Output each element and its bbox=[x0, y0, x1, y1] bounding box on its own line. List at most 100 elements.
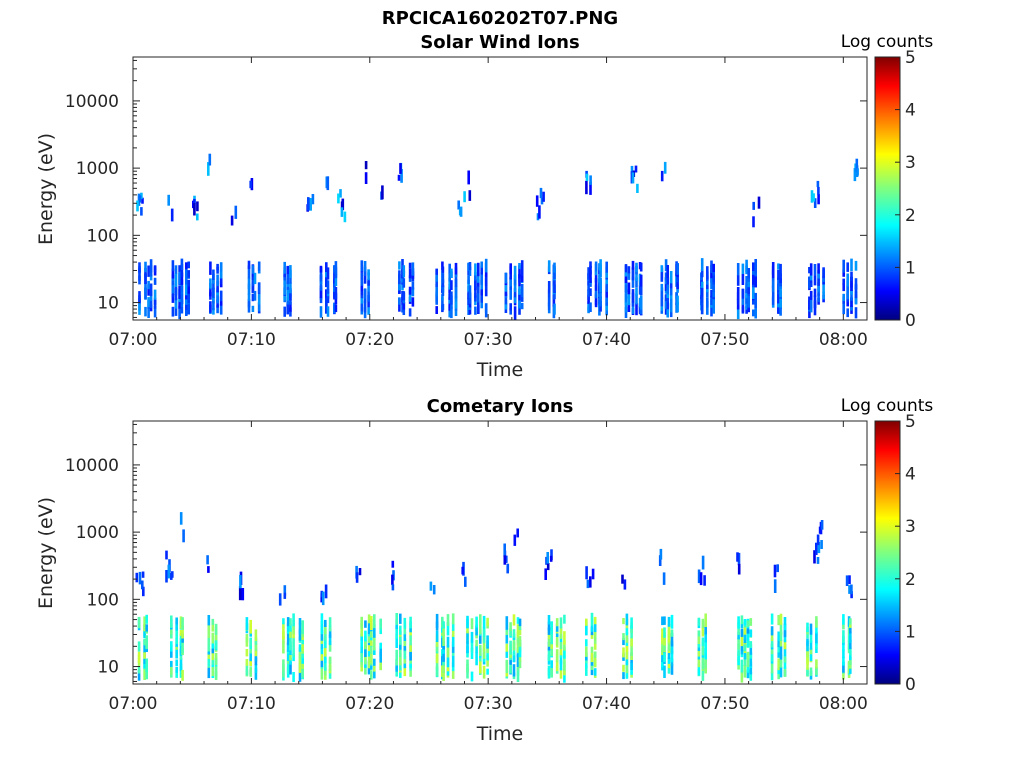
spectrogram-cell bbox=[813, 301, 817, 316]
spectrogram-cell bbox=[740, 622, 744, 629]
solar-wind-x-ticks: 07:00 07:10 07:20 07:30 07:40 07:50 08:00 bbox=[109, 57, 868, 350]
solar-wind-spectrogram bbox=[136, 153, 859, 320]
spectrogram-cell bbox=[187, 291, 190, 304]
spectrogram-cell bbox=[697, 569, 701, 584]
spectrogram-cell bbox=[625, 645, 629, 660]
spectrogram-cell bbox=[779, 622, 783, 636]
spectrogram-cell bbox=[149, 274, 153, 281]
spectrogram-cell bbox=[712, 263, 715, 272]
spectrogram-cell bbox=[251, 265, 255, 274]
spectrogram-cell bbox=[399, 631, 402, 645]
spectrogram-cell bbox=[216, 304, 219, 314]
spectrogram-cell bbox=[555, 624, 559, 632]
spectrogram-cell bbox=[736, 552, 739, 562]
spectrogram-cell bbox=[816, 534, 820, 546]
spectrogram-cell bbox=[777, 269, 780, 280]
spectrogram-cell bbox=[816, 180, 820, 188]
spectrogram-cell bbox=[547, 281, 551, 294]
spectrogram-cell bbox=[451, 629, 455, 637]
spectrogram-cell bbox=[185, 262, 188, 270]
spectrogram-cell bbox=[165, 570, 168, 583]
spectrogram-cell bbox=[547, 627, 551, 635]
spectrogram-cell bbox=[187, 261, 190, 269]
spectrogram-cell bbox=[253, 290, 257, 301]
spectrogram-cell bbox=[661, 640, 664, 653]
spectrogram-cell bbox=[289, 632, 292, 647]
spectrogram-cell bbox=[408, 262, 412, 269]
spectrogram-cell bbox=[667, 623, 671, 638]
spectrogram-cell bbox=[364, 620, 367, 628]
spectrogram-cell bbox=[320, 613, 324, 624]
spectrogram-cell bbox=[700, 301, 704, 314]
spectrogram-cell bbox=[149, 283, 153, 297]
spectrogram-cell bbox=[409, 616, 412, 629]
spectrogram-cell bbox=[624, 272, 628, 283]
spectrogram-cell bbox=[546, 552, 549, 564]
spectrogram-cell bbox=[283, 261, 286, 274]
spectrogram-cell bbox=[752, 201, 755, 210]
x-tick-label: 07:10 bbox=[227, 694, 276, 714]
spectrogram-cell bbox=[367, 633, 371, 643]
spectrogram-cell bbox=[520, 270, 524, 283]
spectrogram-cell bbox=[555, 635, 559, 646]
spectrogram-cell bbox=[435, 649, 439, 664]
spectrogram-cell bbox=[809, 623, 813, 635]
spectrogram-cell bbox=[441, 294, 444, 301]
spectrogram-cell bbox=[282, 618, 285, 625]
spectrogram-cell bbox=[667, 639, 671, 651]
spectrogram-cell bbox=[289, 654, 292, 661]
spectrogram-cell bbox=[175, 631, 178, 645]
spectrogram-cell bbox=[450, 280, 453, 291]
spectrogram-cell bbox=[432, 585, 436, 595]
spectrogram-cell bbox=[634, 165, 638, 173]
spectrogram-cell bbox=[466, 659, 469, 673]
spectrogram-cell bbox=[289, 618, 292, 626]
spectrogram-cell bbox=[178, 300, 181, 309]
spectrogram-cell bbox=[669, 282, 673, 296]
spectrogram-cell bbox=[398, 297, 401, 305]
spectrogram-cell bbox=[211, 639, 215, 649]
spectrogram-cell bbox=[442, 621, 445, 629]
spectrogram-cell bbox=[817, 293, 820, 302]
spectrogram-cell bbox=[467, 285, 470, 299]
spectrogram-cell bbox=[661, 648, 664, 663]
spectrogram-cell bbox=[627, 266, 631, 274]
spectrogram-cell bbox=[854, 307, 858, 319]
spectrogram-cell bbox=[849, 624, 852, 634]
spectrogram-cell bbox=[207, 664, 211, 679]
colorbar-tick-label: 2 bbox=[905, 206, 916, 226]
x-tick-label: 08:00 bbox=[819, 694, 868, 714]
spectrogram-cell bbox=[740, 659, 744, 673]
spectrogram-cell bbox=[475, 616, 478, 628]
spectrogram-cell bbox=[307, 197, 310, 211]
spectrogram-cell bbox=[663, 616, 666, 625]
spectrogram-cell bbox=[710, 305, 713, 317]
spectrogram-cell bbox=[850, 258, 853, 272]
spectrogram-cell bbox=[737, 552, 741, 566]
spectrogram-cell bbox=[326, 295, 330, 304]
spectrogram-cell bbox=[301, 661, 304, 669]
spectrogram-cell bbox=[635, 262, 638, 272]
spectrogram-cell bbox=[379, 646, 382, 657]
spectrogram-cell bbox=[292, 653, 295, 662]
spectrogram-cell bbox=[593, 616, 597, 625]
spectrogram-cell bbox=[360, 623, 363, 637]
spectrogram-cell bbox=[320, 590, 324, 598]
spectrogram-cell bbox=[660, 287, 664, 300]
spectrogram-cell bbox=[505, 631, 509, 644]
spectrogram-cell bbox=[328, 658, 332, 672]
spectrogram-cell bbox=[450, 302, 453, 310]
spectrogram-cell bbox=[171, 260, 175, 272]
spectrogram-cell bbox=[301, 664, 304, 678]
spectrogram-cell bbox=[289, 265, 292, 274]
spectrogram-cell bbox=[622, 664, 625, 672]
spectrogram-cell bbox=[324, 657, 327, 671]
spectrogram-cell bbox=[779, 306, 782, 316]
spectrogram-cell bbox=[505, 659, 509, 674]
spectrogram-cell bbox=[283, 306, 286, 317]
spectrogram-cell bbox=[700, 258, 704, 271]
spectrogram-cell bbox=[660, 283, 664, 291]
spectrogram-cell bbox=[783, 667, 787, 677]
spectrogram-cell bbox=[468, 306, 472, 315]
spectrogram-cell bbox=[175, 620, 178, 631]
